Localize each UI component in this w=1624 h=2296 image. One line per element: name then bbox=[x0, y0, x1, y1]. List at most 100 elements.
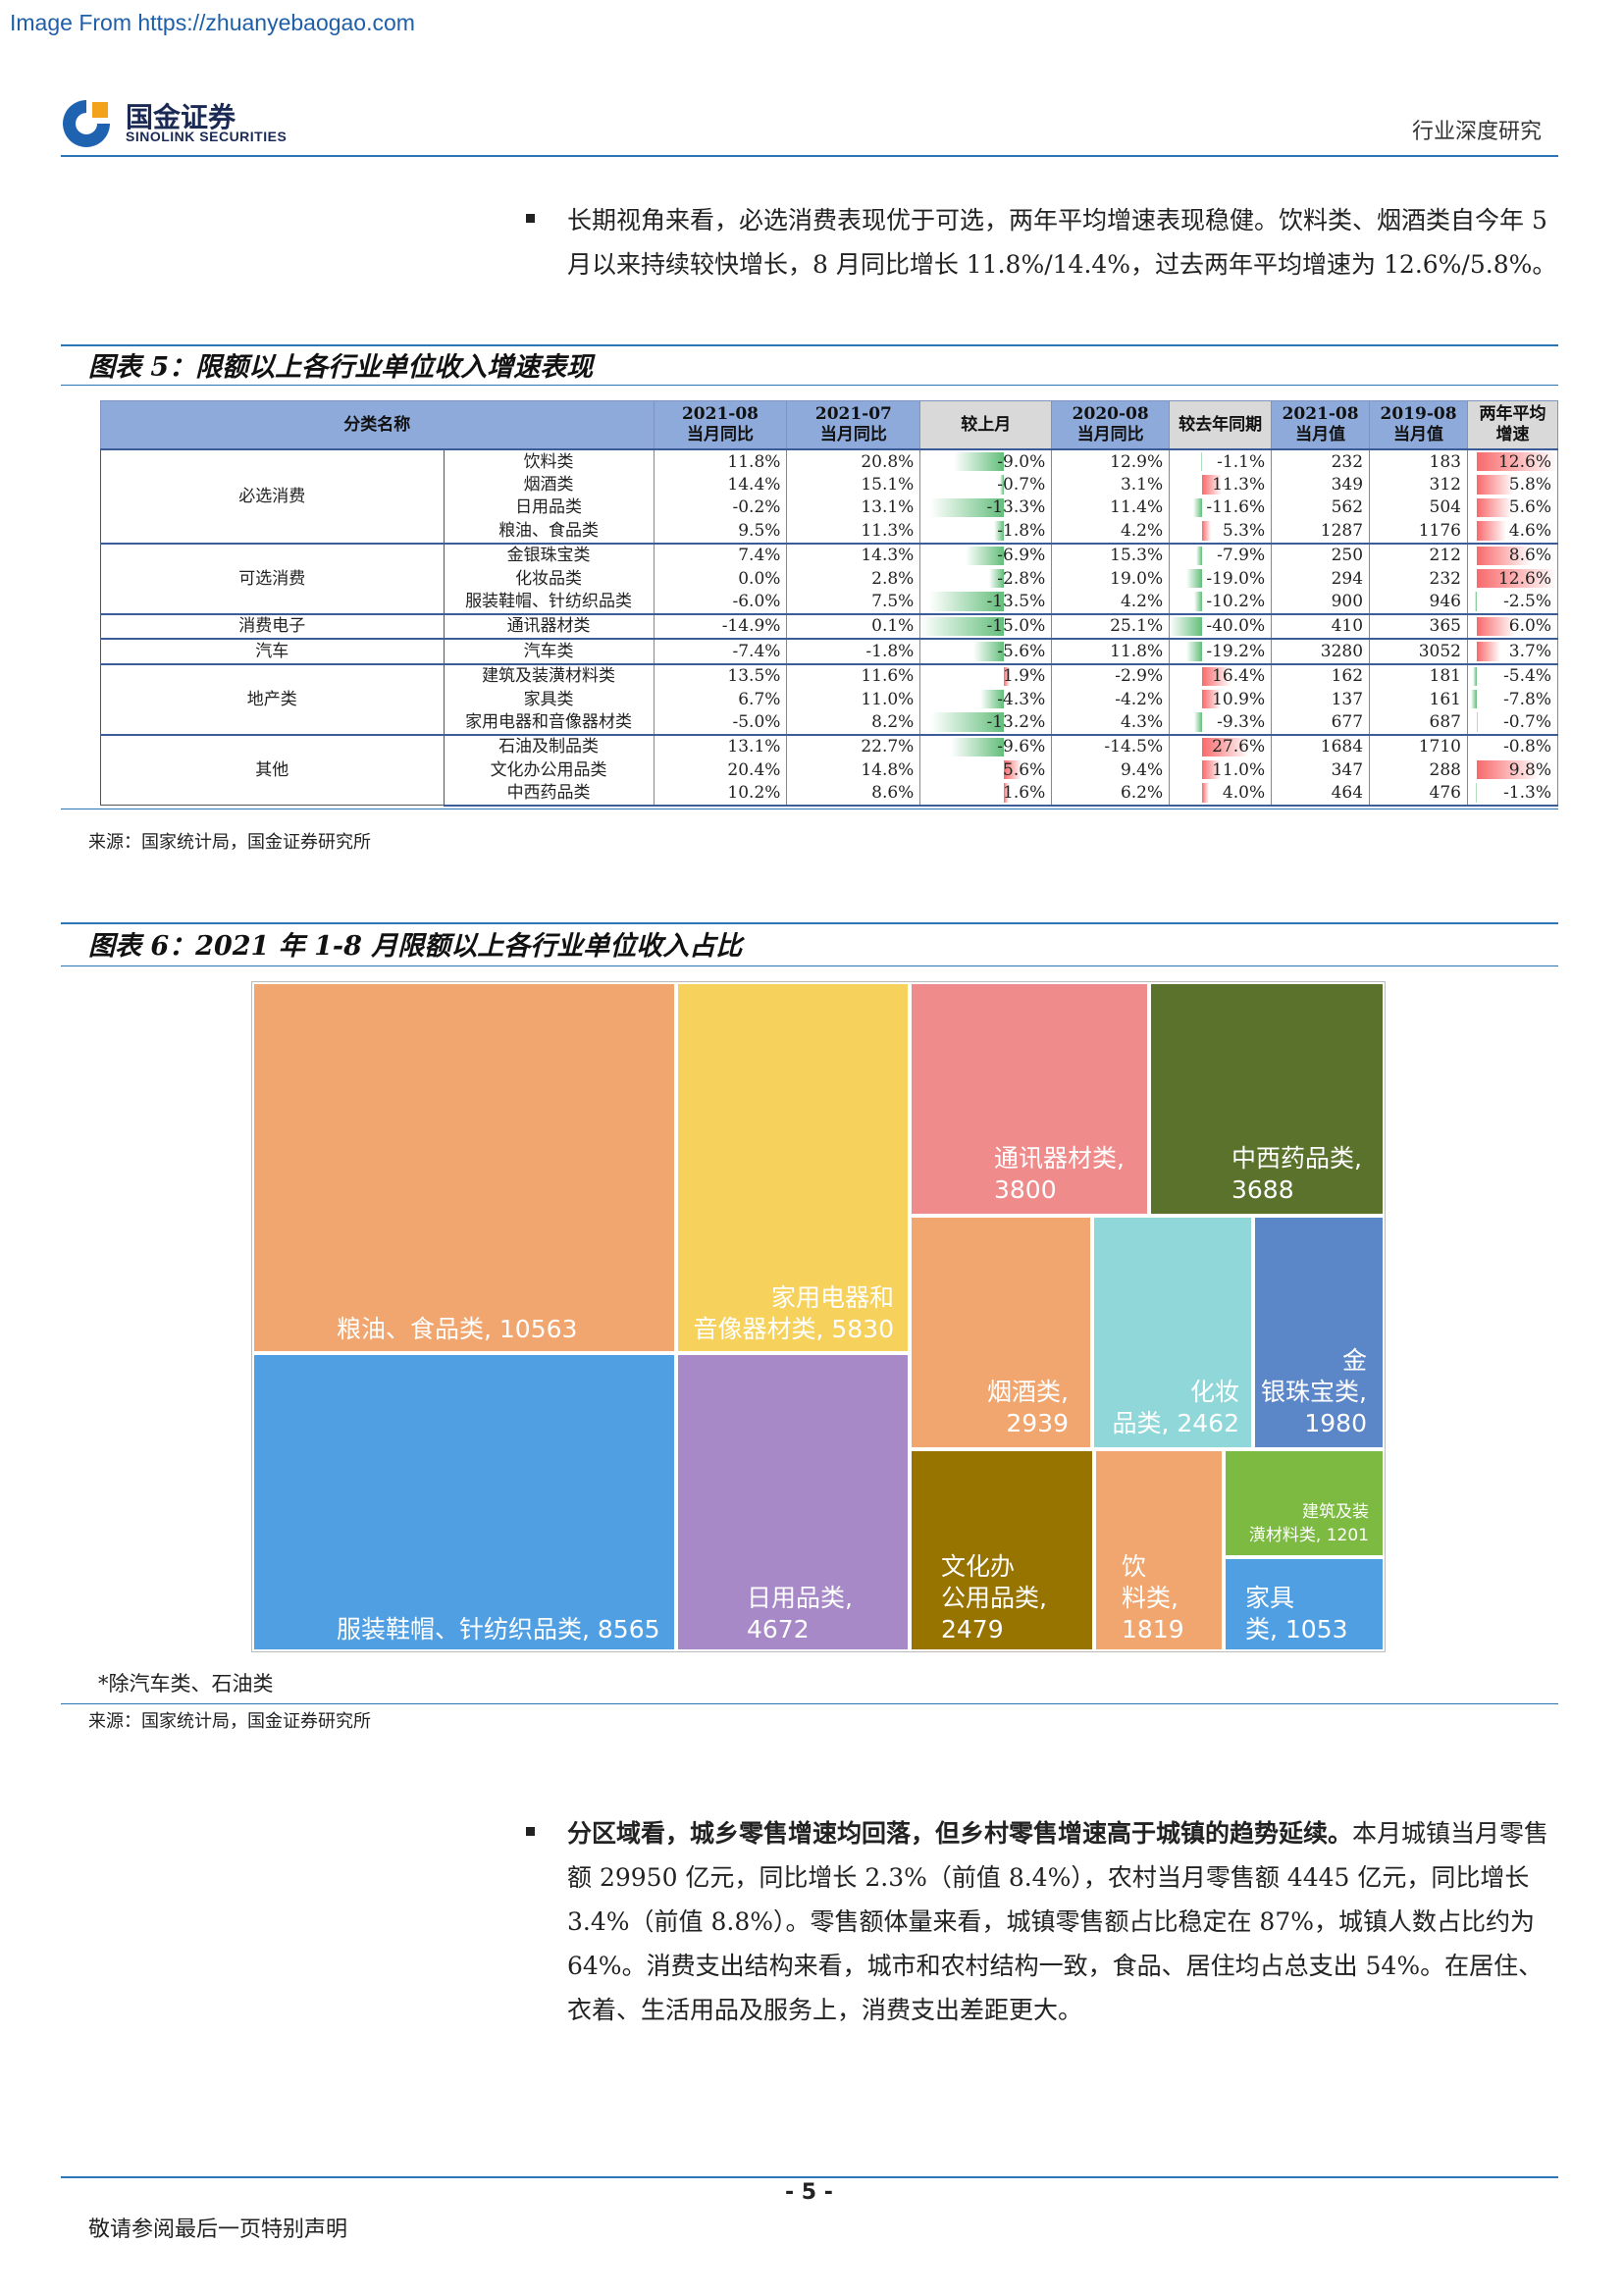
cell-mom: 5.6% bbox=[919, 758, 1053, 782]
cell-yoy-diff: -19.2% bbox=[1169, 638, 1273, 664]
cell-two-year-avg: -1.3% bbox=[1466, 781, 1559, 807]
logo-en: SINOLINK SECURITIES bbox=[126, 129, 288, 144]
table-header: 分类名称 2021-08 当月同比 2021-07 当月同比 较上月 2020-08… bbox=[100, 400, 1559, 450]
cell-mom: -2.8% bbox=[919, 566, 1053, 591]
cell-yoy-diff: 11.3% bbox=[1169, 473, 1273, 496]
data-bar bbox=[1476, 783, 1478, 803]
cell-2021-07-yoy: 20.8% bbox=[786, 447, 921, 474]
cell-two-year-avg: 4.6% bbox=[1466, 519, 1559, 544]
cell-2020-08-yoy: 19.0% bbox=[1051, 566, 1171, 591]
fig5-title: 图表 5：限额以上各行业单位收入增速表现 bbox=[88, 352, 594, 383]
row-item: 金银珠宝类 bbox=[443, 542, 655, 567]
table-row: 粮油、食品类 9.5% 11.3% -1.8% 4.2% 5.3% 1287 1176 4.6% bbox=[101, 519, 1559, 544]
cell-yoy-diff: -9.3% bbox=[1169, 710, 1273, 735]
cell-2021-08-value: 162 bbox=[1271, 662, 1371, 688]
data-bar bbox=[1186, 642, 1203, 661]
cell-2021-07-yoy: 2.8% bbox=[786, 566, 921, 591]
col-2019-08-value: 2019-08 当月值 bbox=[1369, 400, 1468, 450]
data-bar bbox=[966, 546, 1005, 565]
cell-2020-08-yoy: 15.3% bbox=[1051, 542, 1171, 567]
row-item: 建筑及装潢材料类 bbox=[443, 662, 655, 688]
cell-mom: -15.0% bbox=[919, 612, 1053, 640]
cell-2021-08-value: 1287 bbox=[1271, 519, 1371, 544]
cell-2021-08-value: 562 bbox=[1271, 496, 1371, 520]
cell-2021-07-yoy: -1.8% bbox=[786, 638, 921, 664]
treemap-cell: 日用品类, 4672 bbox=[676, 1353, 910, 1651]
data-bar bbox=[1202, 760, 1222, 780]
cell-2021-07-yoy: 11.6% bbox=[786, 662, 921, 688]
row-item: 饮料类 bbox=[443, 447, 655, 474]
cell-two-year-avg: 9.8% bbox=[1466, 758, 1559, 782]
data-bar bbox=[1477, 497, 1513, 518]
data-bar bbox=[1476, 712, 1478, 732]
data-bar bbox=[1477, 546, 1532, 565]
data-bar bbox=[1476, 737, 1478, 757]
col-mom: 较上月 bbox=[919, 400, 1053, 450]
cell-2019-08-value: 687 bbox=[1369, 710, 1468, 735]
data-bar bbox=[1186, 568, 1203, 589]
treemap-label: 日用品类, 4672 bbox=[747, 1584, 853, 1644]
row-item: 家用电器和音像器材类 bbox=[443, 710, 655, 735]
cell-two-year-avg: 5.6% bbox=[1466, 496, 1559, 520]
treemap-label: 服装鞋帽、针纺织品类, 8565 bbox=[337, 1615, 660, 1644]
row-item: 粮油、食品类 bbox=[443, 519, 655, 544]
treemap-label: 饮料类, 1819 bbox=[1122, 1552, 1184, 1644]
cell-2021-08-yoy: 9.5% bbox=[653, 519, 788, 544]
cell-2021-08-yoy: -0.2% bbox=[653, 496, 788, 520]
cell-two-year-avg: -2.5% bbox=[1466, 590, 1559, 614]
cell-2021-08-yoy: -6.0% bbox=[653, 590, 788, 614]
data-bar bbox=[1477, 475, 1514, 495]
cell-2021-08-yoy: 0.0% bbox=[653, 566, 788, 591]
table-row: 文化办公用品类 20.4% 14.8% 5.6% 9.4% 11.0% 347 288 9.8% bbox=[101, 758, 1559, 782]
cell-2021-07-yoy: 15.1% bbox=[786, 473, 921, 496]
fig6-title: 图表 6：2021 年 1-8 月限额以上各行业单位收入占比 bbox=[88, 931, 743, 962]
header-rule bbox=[61, 155, 1558, 157]
row-item: 石油及制品类 bbox=[443, 733, 655, 759]
treemap-label: 金银珠宝类, 1980 bbox=[1261, 1346, 1367, 1437]
fig6-bottom-rule bbox=[61, 1703, 1558, 1704]
cell-yoy-diff: 10.9% bbox=[1169, 687, 1273, 711]
cell-2021-08-yoy: 13.1% bbox=[653, 733, 788, 759]
col-2021-08-yoy: 2021-08 当月同比 bbox=[653, 400, 788, 450]
cell-yoy-diff: -1.1% bbox=[1169, 447, 1273, 474]
data-bar bbox=[950, 737, 1005, 757]
cell-2021-07-yoy: 14.3% bbox=[786, 542, 921, 567]
treemap-cell: 家具 类, 1053 bbox=[1224, 1557, 1385, 1651]
row-item: 烟酒类 bbox=[443, 473, 655, 496]
col-2020-08-yoy: 2020-08 当月同比 bbox=[1051, 400, 1171, 450]
paragraph-2: 分区域看，城乡零售增速均回落，但乡村零售增速高于城镇的趋势延续。本月城镇当月零售… bbox=[526, 1811, 1560, 2032]
cell-yoy-diff: -11.6% bbox=[1169, 496, 1273, 520]
cell-2020-08-yoy: 4.3% bbox=[1051, 710, 1171, 735]
report-type: 行业深度研究 bbox=[1411, 120, 1542, 144]
cell-two-year-avg: 5.8% bbox=[1466, 473, 1559, 496]
table-row: 烟酒类 14.4% 15.1% -0.7% 3.1% 11.3% 349 312 5.8% bbox=[101, 473, 1559, 496]
data-bar bbox=[1193, 592, 1203, 611]
cell-mom: -13.2% bbox=[919, 710, 1053, 735]
cell-2021-07-yoy: 14.8% bbox=[786, 758, 921, 782]
cell-two-year-avg: -0.7% bbox=[1466, 710, 1559, 735]
treemap-label: 家用电器和 音像器材类, 5830 bbox=[693, 1283, 894, 1343]
treemap-cell: 建筑及装 潢材料类, 1201 bbox=[1224, 1449, 1385, 1557]
data-bar bbox=[994, 521, 1005, 541]
cell-2021-08-value: 1684 bbox=[1271, 733, 1371, 759]
group-label: 其他 bbox=[100, 733, 445, 807]
fig5-source: 来源：国家统计局，国金证券研究所 bbox=[88, 832, 371, 853]
cell-two-year-avg: -5.4% bbox=[1466, 662, 1559, 688]
data-bar bbox=[1195, 546, 1203, 565]
bullet-icon bbox=[526, 214, 535, 223]
col-yoy-diff: 较去年同期 bbox=[1169, 400, 1273, 450]
data-bar bbox=[1004, 666, 1011, 686]
fig5-title-rule bbox=[61, 385, 1558, 386]
row-item: 化妆品类 bbox=[443, 566, 655, 591]
group-label: 必选消费 bbox=[100, 448, 445, 545]
cell-2019-08-value: 3052 bbox=[1369, 638, 1468, 664]
cell-2019-08-value: 288 bbox=[1369, 758, 1468, 782]
table-row: 其他 石油及制品类 13.1% 22.7% -9.6% -14.5% 27.6% 1684 17… bbox=[100, 733, 1559, 807]
cell-2020-08-yoy: 11.4% bbox=[1051, 496, 1171, 520]
cell-2021-08-value: 464 bbox=[1271, 781, 1371, 807]
cell-yoy-diff: 11.0% bbox=[1169, 758, 1273, 782]
cell-2020-08-yoy: 11.8% bbox=[1051, 638, 1171, 664]
data-bar bbox=[980, 689, 1005, 709]
cell-2020-08-yoy: -14.5% bbox=[1051, 733, 1171, 759]
data-bar bbox=[1202, 475, 1222, 495]
